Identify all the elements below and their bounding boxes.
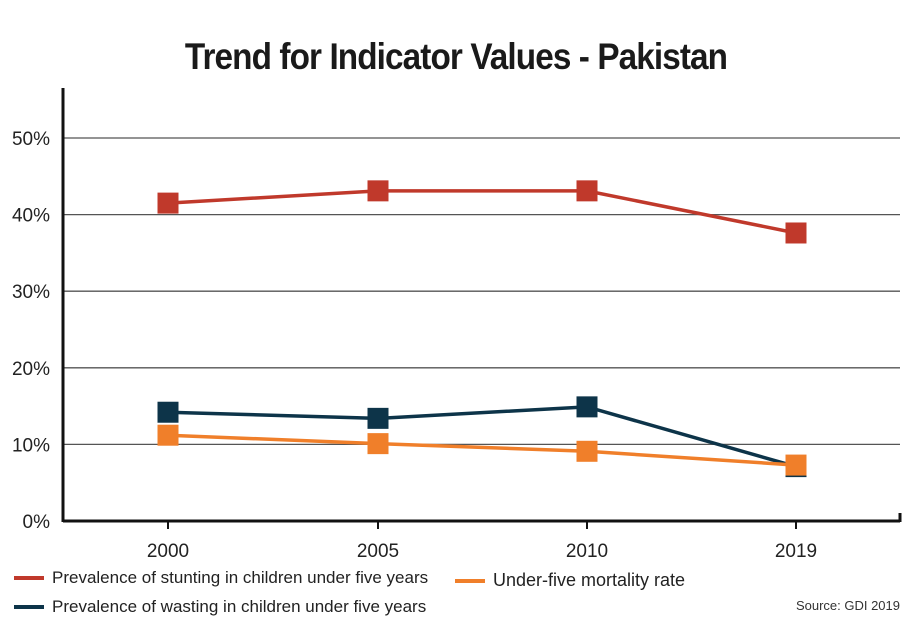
marker-0-2010 (576, 180, 598, 202)
legend-swatch-wasting (14, 605, 44, 609)
marker-2-2019 (785, 454, 807, 476)
source-note: Source: GDI 2019 (795, 598, 900, 613)
legend-swatch-mortality (455, 578, 485, 583)
marker-2-2005 (367, 433, 389, 455)
marker-1-2000 (157, 401, 179, 423)
marker-2-2010 (576, 440, 598, 462)
marker-0-2019 (785, 222, 807, 244)
y-tick-label: 30% (12, 282, 50, 303)
legend-label-mortality: Under-five mortality rate (493, 570, 686, 590)
legend-label-stunting: Prevalence of stunting in children under… (52, 568, 429, 587)
marker-1-2010 (576, 396, 598, 418)
legend-swatch-stunting (14, 576, 44, 580)
y-tick-label: 50% (12, 129, 50, 150)
series-lines (167, 189, 797, 469)
x-tick-label: 2010 (566, 541, 608, 562)
grid (63, 137, 900, 446)
y-tick-label: 40% (12, 206, 50, 227)
legend-item-stunting: Prevalence of stunting in children under… (14, 568, 428, 588)
series-line-2 (167, 433, 797, 467)
legend-item-mortality: Under-five mortality rate (455, 570, 685, 591)
marker-0-2000 (157, 192, 179, 214)
legend-label-wasting: Prevalence of wasting in children under … (52, 597, 427, 616)
x-tick-label: 2019 (775, 541, 817, 562)
series-markers (157, 180, 807, 478)
y-tick-label: 10% (12, 435, 50, 456)
x-tick-label: 2000 (147, 541, 189, 562)
marker-1-2005 (367, 407, 389, 429)
y-tick-label: 0% (23, 512, 51, 533)
series-line-1 (167, 405, 797, 469)
series-line-0 (167, 189, 797, 235)
y-axis-ticks: 0% 10% 20% 30% 40% 50% (12, 129, 50, 533)
x-axis-ticks: 2000 2005 2010 2019 (147, 521, 817, 562)
marker-0-2005 (367, 180, 389, 202)
chart-title: Trend for Indicator Values - Pakistan (184, 36, 728, 77)
axes (61, 88, 902, 523)
x-tick-label: 2005 (357, 541, 399, 562)
marker-2-2000 (157, 424, 179, 446)
legend-item-wasting: Prevalence of wasting in children under … (14, 597, 426, 617)
y-tick-label: 20% (12, 359, 50, 380)
